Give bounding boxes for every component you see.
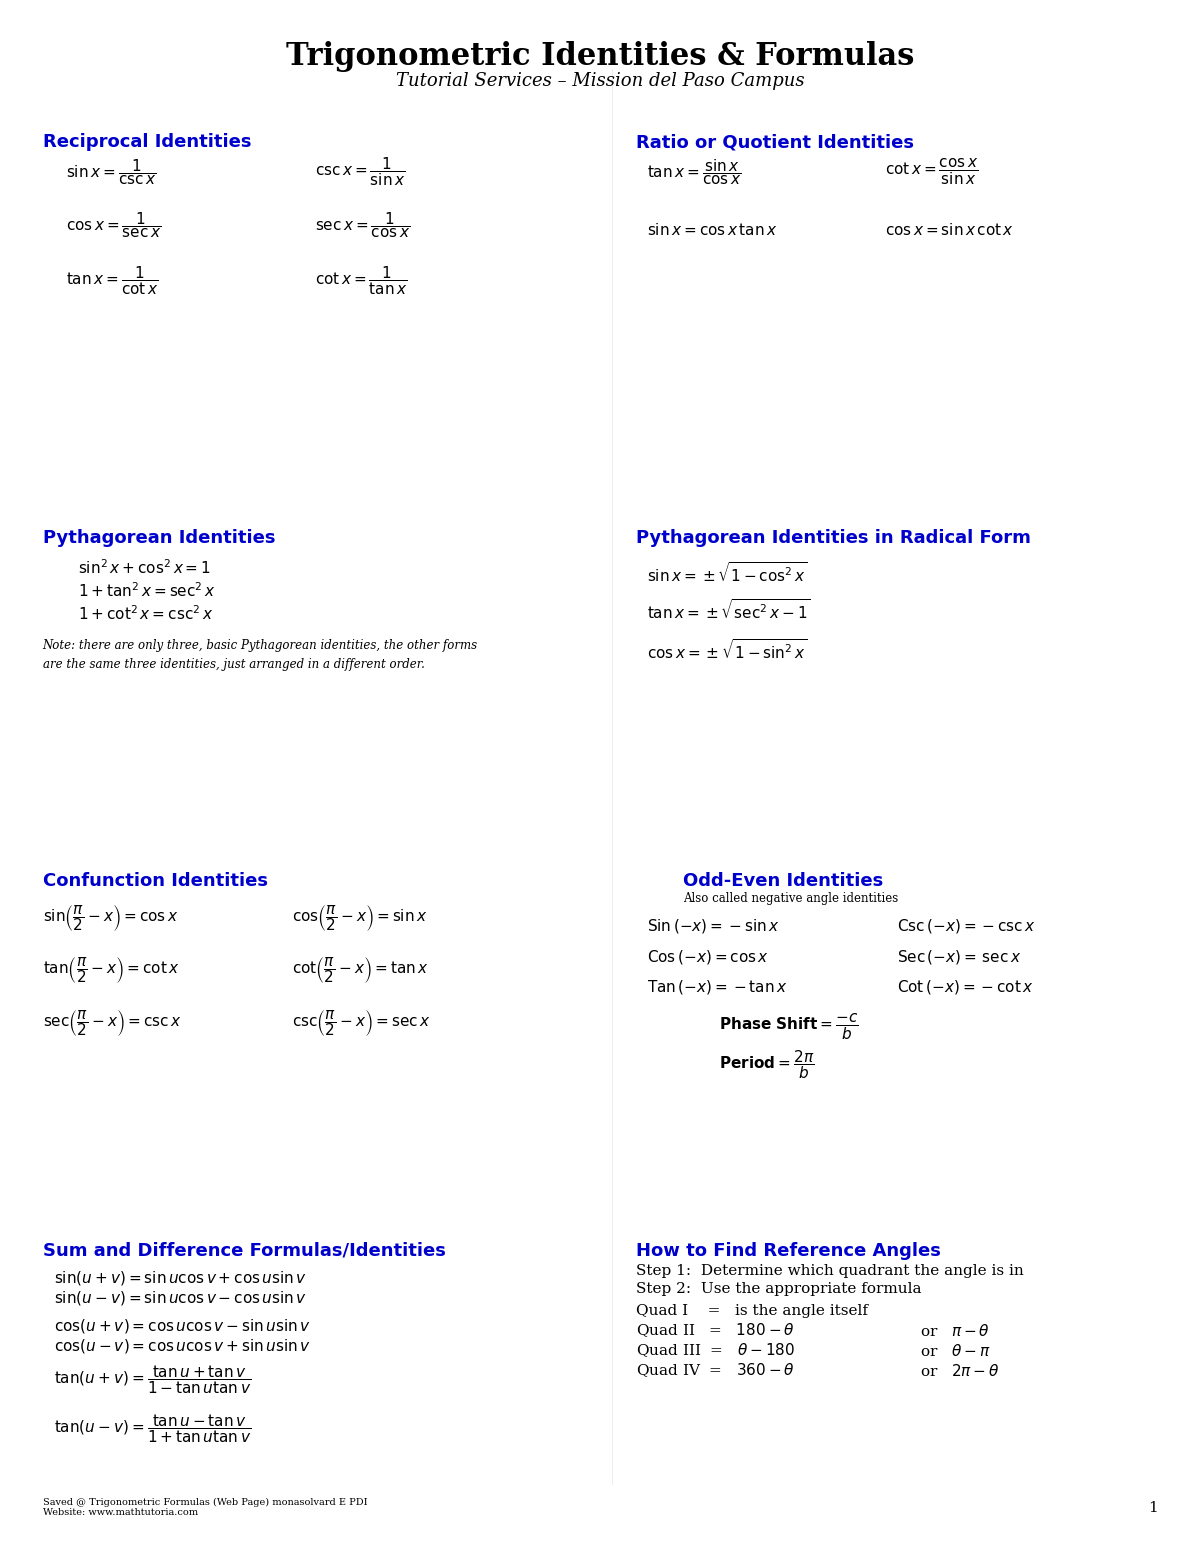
Text: $\sin x = \dfrac{1}{\csc x}$: $\sin x = \dfrac{1}{\csc x}$ — [66, 157, 157, 186]
Text: How to Find Reference Angles: How to Find Reference Angles — [636, 1241, 941, 1259]
Text: Pythagorean Identities: Pythagorean Identities — [42, 530, 275, 547]
Text: $\cos x = \dfrac{1}{\sec x}$: $\cos x = \dfrac{1}{\sec x}$ — [66, 211, 162, 241]
Text: Quad I    =   is the angle itself: Quad I = is the angle itself — [636, 1303, 868, 1317]
Text: Step 2:  Use the appropriate formula: Step 2: Use the appropriate formula — [636, 1283, 922, 1297]
Text: Odd-Even Identities: Odd-Even Identities — [683, 873, 883, 890]
Text: or   $\theta - \pi$: or $\theta - \pi$ — [920, 1343, 991, 1359]
Text: $\sin(u + v) = \sin u\cos v + \cos u\sin v$: $\sin(u + v) = \sin u\cos v + \cos u\sin… — [54, 1269, 307, 1287]
Text: $\cot x = \dfrac{1}{\tan x}$: $\cot x = \dfrac{1}{\tan x}$ — [316, 264, 408, 297]
Text: $\cos x = \sin x\, \cot x$: $\cos x = \sin x\, \cot x$ — [884, 222, 1014, 238]
Text: $\mathrm{Tan}\,(-x) = -\tan x$: $\mathrm{Tan}\,(-x) = -\tan x$ — [648, 978, 788, 997]
Text: $\tan x = \dfrac{1}{\cot x}$: $\tan x = \dfrac{1}{\cot x}$ — [66, 264, 158, 297]
Text: $\mathbf{Period} = \dfrac{2\pi}{b}$: $\mathbf{Period} = \dfrac{2\pi}{b}$ — [719, 1048, 814, 1081]
Text: $\sin\!\left(\dfrac{\pi}{2} - x\right) = \cos x$: $\sin\!\left(\dfrac{\pi}{2} - x\right) =… — [42, 904, 178, 933]
Text: Reciprocal Identities: Reciprocal Identities — [42, 134, 251, 151]
Text: $\tan(u - v) = \dfrac{\tan u - \tan v}{1 + \tan u\tan v}$: $\tan(u - v) = \dfrac{\tan u - \tan v}{1… — [54, 1413, 252, 1446]
Text: Quad IV  =   $360 - \theta$: Quad IV = $360 - \theta$ — [636, 1362, 794, 1379]
Text: $\mathrm{Sin}\,(-x) = -\sin x$: $\mathrm{Sin}\,(-x) = -\sin x$ — [648, 916, 780, 935]
Text: $\mathrm{Cot}\,(-x) = -\cot x$: $\mathrm{Cot}\,(-x) = -\cot x$ — [896, 978, 1033, 997]
Text: $\sin^2 x + \cos^2 x = 1$: $\sin^2 x + \cos^2 x = 1$ — [78, 558, 211, 576]
Text: or   $2\pi - \theta$: or $2\pi - \theta$ — [920, 1362, 1000, 1379]
Text: $\sec x = \dfrac{1}{\cos x}$: $\sec x = \dfrac{1}{\cos x}$ — [316, 211, 410, 241]
Text: $\sin x = \pm\sqrt{1 - \cos^2 x}$: $\sin x = \pm\sqrt{1 - \cos^2 x}$ — [648, 561, 808, 585]
Text: Sum and Difference Formulas/Identities: Sum and Difference Formulas/Identities — [42, 1241, 445, 1259]
Text: Trigonometric Identities & Formulas: Trigonometric Identities & Formulas — [286, 40, 914, 71]
Text: $1 + \cot^2 x = \csc^2 x$: $1 + \cot^2 x = \csc^2 x$ — [78, 604, 214, 623]
Text: $\tan x = \dfrac{\sin x}{\cos x}$: $\tan x = \dfrac{\sin x}{\cos x}$ — [648, 157, 742, 186]
Text: Confunction Identities: Confunction Identities — [42, 873, 268, 890]
Text: Also called negative angle identities: Also called negative angle identities — [683, 891, 899, 904]
Text: Tutorial Services – Mission del Paso Campus: Tutorial Services – Mission del Paso Cam… — [396, 71, 804, 90]
Text: Ratio or Quotient Identities: Ratio or Quotient Identities — [636, 134, 913, 151]
Text: $\mathrm{Csc}\,(-x) = -\csc x$: $\mathrm{Csc}\,(-x) = -\csc x$ — [896, 916, 1036, 935]
Text: $\cos x = \pm\sqrt{1 - \sin^2 x}$: $\cos x = \pm\sqrt{1 - \sin^2 x}$ — [648, 638, 808, 662]
Text: $\csc\!\left(\dfrac{\pi}{2} - x\right) = \sec x$: $\csc\!\left(\dfrac{\pi}{2} - x\right) =… — [292, 1008, 430, 1037]
Text: are the same three identities, just arranged in a different order.: are the same three identities, just arra… — [42, 657, 425, 671]
Text: $\cos\!\left(\dfrac{\pi}{2} - x\right) = \sin x$: $\cos\!\left(\dfrac{\pi}{2} - x\right) =… — [292, 904, 427, 933]
Text: $\csc x = \dfrac{1}{\sin x}$: $\csc x = \dfrac{1}{\sin x}$ — [316, 155, 406, 188]
Text: $\sec\!\left(\dfrac{\pi}{2} - x\right) = \csc x$: $\sec\!\left(\dfrac{\pi}{2} - x\right) =… — [42, 1008, 181, 1037]
Text: $\mathrm{Sec}\,(-x) =\,\sec x$: $\mathrm{Sec}\,(-x) =\,\sec x$ — [896, 947, 1021, 966]
Text: Note: there are only three, basic Pythagorean identities, the other forms: Note: there are only three, basic Pythag… — [42, 640, 478, 652]
Text: $\tan(u + v) = \dfrac{\tan u + \tan v}{1 - \tan u\tan v}$: $\tan(u + v) = \dfrac{\tan u + \tan v}{1… — [54, 1364, 252, 1396]
Text: $\tan x = \pm\sqrt{\sec^2 x - 1}$: $\tan x = \pm\sqrt{\sec^2 x - 1}$ — [648, 598, 811, 623]
Text: $\tan\!\left(\dfrac{\pi}{2} - x\right) = \cot x$: $\tan\!\left(\dfrac{\pi}{2} - x\right) =… — [42, 955, 179, 986]
Text: or   $\pi - \theta$: or $\pi - \theta$ — [920, 1323, 990, 1339]
Text: $\mathbf{Phase\ Shift} = \dfrac{-c}{b}$: $\mathbf{Phase\ Shift} = \dfrac{-c}{b}$ — [719, 1013, 858, 1042]
Text: $\cot x = \dfrac{\cos x}{\sin x}$: $\cot x = \dfrac{\cos x}{\sin x}$ — [884, 157, 978, 186]
Text: Saved @ Trigonometric Formulas (Web Page) monasolvard E PDI
Website: www.mathtut: Saved @ Trigonometric Formulas (Web Page… — [42, 1497, 367, 1517]
Text: $\sin(u - v) = \sin u\cos v - \cos u\sin v$: $\sin(u - v) = \sin u\cos v - \cos u\sin… — [54, 1289, 307, 1308]
Text: Step 1:  Determine which quadrant the angle is in: Step 1: Determine which quadrant the ang… — [636, 1264, 1024, 1278]
Text: $1 + \tan^2 x = \sec^2 x$: $1 + \tan^2 x = \sec^2 x$ — [78, 581, 216, 599]
Text: $\cos(u - v) = \cos u\cos v + \sin u\sin v$: $\cos(u - v) = \cos u\cos v + \sin u\sin… — [54, 1337, 311, 1354]
Text: $\mathrm{Cos}\,(-x) = \cos x$: $\mathrm{Cos}\,(-x) = \cos x$ — [648, 947, 769, 966]
Text: $\sin x = \cos x\, \tan x$: $\sin x = \cos x\, \tan x$ — [648, 222, 778, 238]
Text: Pythagorean Identities in Radical Form: Pythagorean Identities in Radical Form — [636, 530, 1031, 547]
Text: 1: 1 — [1147, 1500, 1158, 1514]
Text: $\cos(u + v) = \cos u\cos v - \sin u\sin v$: $\cos(u + v) = \cos u\cos v - \sin u\sin… — [54, 1317, 311, 1336]
Text: Quad III  =   $\theta - 180$: Quad III = $\theta - 180$ — [636, 1342, 794, 1359]
Text: Quad II   =   $180 - \theta$: Quad II = $180 - \theta$ — [636, 1322, 794, 1339]
Text: $\cot\!\left(\dfrac{\pi}{2} - x\right) = \tan x$: $\cot\!\left(\dfrac{\pi}{2} - x\right) =… — [292, 955, 428, 986]
